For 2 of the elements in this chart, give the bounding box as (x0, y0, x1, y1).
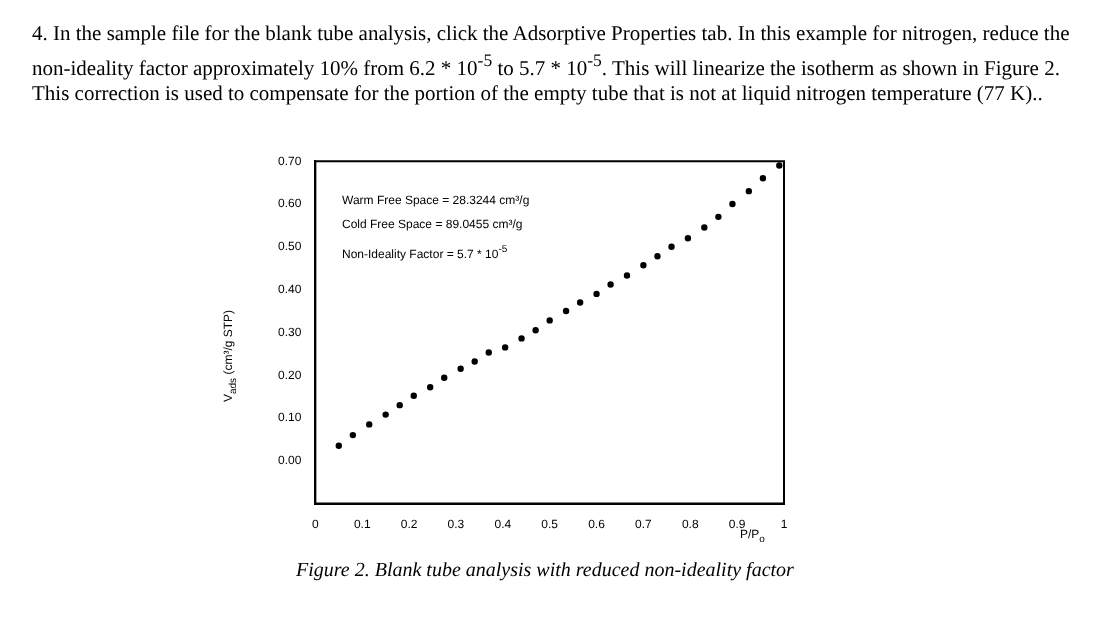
caption: Figure 2. Blank tube analysis with reduced non-ideality factor (296, 560, 794, 582)
text: 4. In the sample file for the blank tube analysis, click the Adsorptive Properties tab. In this example for nitrogen, reduce the non-ideality factor approximately 10% from 6.2 * 10$^{-5}$ to 5.7 * 10$^{-5}$. This will linearize the isotherm as shown in Figure 2. This correction is used to compensate for the portion of the empty tube that is not at liquid nitrogen temperature (77 K).. (32, 24, 1072, 107)
